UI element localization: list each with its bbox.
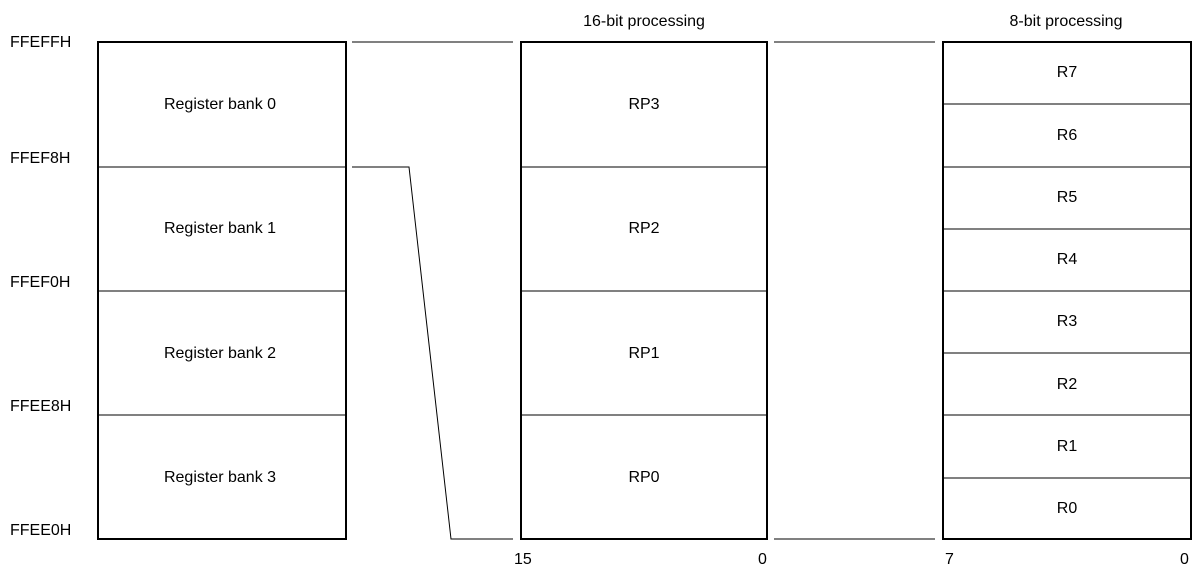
register-label: R6 bbox=[1056, 127, 1078, 144]
sixteen-bit-box bbox=[520, 41, 768, 540]
bit-high-label: 7 bbox=[945, 551, 954, 568]
register-label: R4 bbox=[1056, 251, 1078, 268]
register-label: R5 bbox=[1056, 189, 1078, 206]
register-pair-label: RP0 bbox=[628, 469, 660, 486]
eight-bit-box bbox=[942, 41, 1192, 540]
address-label: FFEF8H bbox=[10, 150, 71, 167]
register-label: R0 bbox=[1056, 500, 1078, 517]
bit-high-label: 15 bbox=[514, 551, 532, 568]
register-bank-label: Register bank 3 bbox=[163, 469, 277, 486]
address-label: FFEE8H bbox=[10, 398, 72, 415]
register-label: R7 bbox=[1056, 64, 1078, 81]
register-label: R1 bbox=[1056, 438, 1078, 455]
register-bank-box bbox=[97, 41, 347, 540]
register-bank-label: Register bank 0 bbox=[163, 96, 277, 113]
register-label: R2 bbox=[1056, 376, 1078, 393]
address-label: FFEE0H bbox=[10, 522, 72, 539]
register-bank-label: Register bank 2 bbox=[163, 345, 277, 362]
register-bank-label: Register bank 1 bbox=[163, 220, 277, 237]
sixteen-bit-title: 16-bit processing bbox=[583, 13, 705, 30]
register-label: R3 bbox=[1056, 313, 1078, 330]
address-label: FFEFFH bbox=[10, 34, 72, 51]
register-pair-label: RP3 bbox=[628, 96, 660, 113]
expansion-lines bbox=[352, 41, 935, 540]
register-pair-label: RP2 bbox=[628, 220, 660, 237]
register-pair-label: RP1 bbox=[628, 345, 660, 362]
eight-bit-title: 8-bit processing bbox=[1009, 13, 1123, 30]
bit-low-label: 0 bbox=[1180, 551, 1189, 568]
bit-low-label: 0 bbox=[758, 551, 767, 568]
address-label: FFEF0H bbox=[10, 274, 71, 291]
